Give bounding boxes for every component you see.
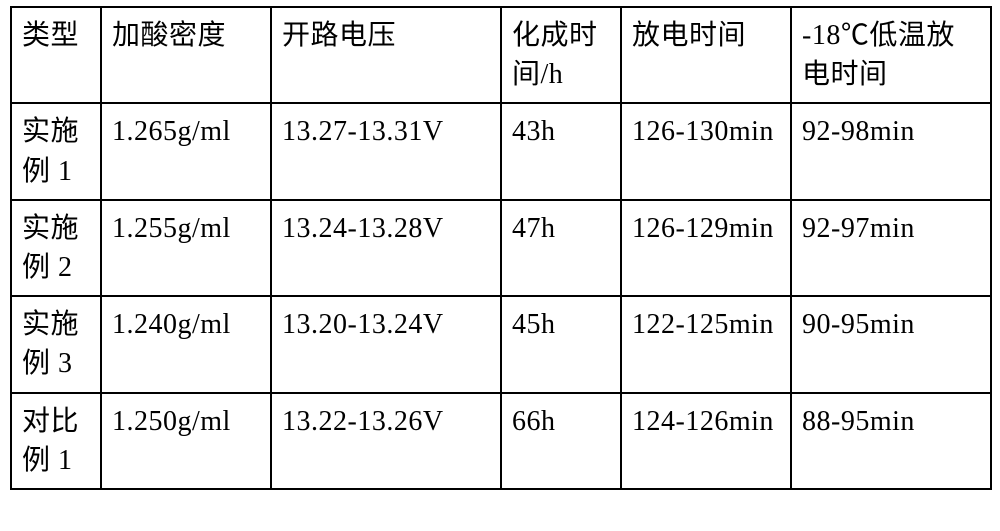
cell-formtime: 66h — [501, 393, 621, 489]
cell-voltage: 13.24-13.28V — [271, 200, 501, 296]
cell-lowtemp: 88-95min — [791, 393, 991, 489]
col-header-formtime: 化成时间/h — [501, 7, 621, 103]
cell-voltage: 13.22-13.26V — [271, 393, 501, 489]
cell-type: 实施例 2 — [11, 200, 101, 296]
table-row: 实施例 3 1.240g/ml 13.20-13.24V 45h 122-125… — [11, 296, 991, 392]
cell-discharge: 124-126min — [621, 393, 791, 489]
cell-type: 实施例 3 — [11, 296, 101, 392]
cell-density: 1.265g/ml — [101, 103, 271, 199]
cell-lowtemp: 92-97min — [791, 200, 991, 296]
cell-lowtemp: 92-98min — [791, 103, 991, 199]
cell-discharge: 126-130min — [621, 103, 791, 199]
table-header-row: 类型 加酸密度 开路电压 化成时间/h 放电时间 -18℃低温放电时间 — [11, 7, 991, 103]
table-container: 类型 加酸密度 开路电压 化成时间/h 放电时间 -18℃低温放电时间 实施例 … — [0, 0, 1000, 496]
cell-discharge: 122-125min — [621, 296, 791, 392]
table-row: 对比例 1 1.250g/ml 13.22-13.26V 66h 124-126… — [11, 393, 991, 489]
cell-voltage: 13.20-13.24V — [271, 296, 501, 392]
table-row: 实施例 1 1.265g/ml 13.27-13.31V 43h 126-130… — [11, 103, 991, 199]
data-table: 类型 加酸密度 开路电压 化成时间/h 放电时间 -18℃低温放电时间 实施例 … — [10, 6, 992, 490]
col-header-discharge: 放电时间 — [621, 7, 791, 103]
cell-formtime: 47h — [501, 200, 621, 296]
cell-type: 对比例 1 — [11, 393, 101, 489]
col-header-density: 加酸密度 — [101, 7, 271, 103]
cell-formtime: 43h — [501, 103, 621, 199]
cell-lowtemp: 90-95min — [791, 296, 991, 392]
col-header-type: 类型 — [11, 7, 101, 103]
cell-discharge: 126-129min — [621, 200, 791, 296]
col-header-lowtemp: -18℃低温放电时间 — [791, 7, 991, 103]
table-row: 实施例 2 1.255g/ml 13.24-13.28V 47h 126-129… — [11, 200, 991, 296]
col-header-voltage: 开路电压 — [271, 7, 501, 103]
cell-density: 1.240g/ml — [101, 296, 271, 392]
cell-type: 实施例 1 — [11, 103, 101, 199]
cell-density: 1.250g/ml — [101, 393, 271, 489]
cell-density: 1.255g/ml — [101, 200, 271, 296]
cell-formtime: 45h — [501, 296, 621, 392]
cell-voltage: 13.27-13.31V — [271, 103, 501, 199]
